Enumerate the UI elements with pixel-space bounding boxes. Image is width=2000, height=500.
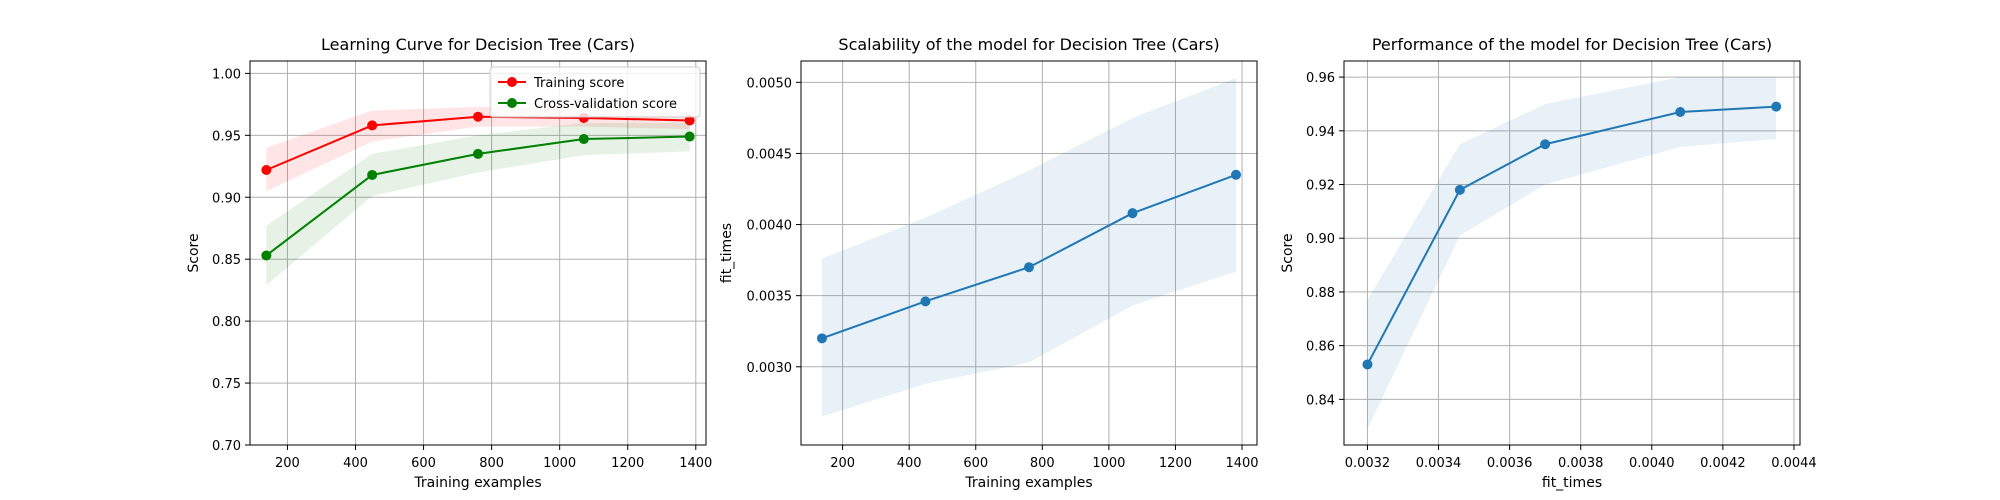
data-point [684, 131, 695, 142]
ticks: 200 400 600 800 1000 1200 1400 0.0030 0.0035 0.00… [747, 76, 1259, 471]
data-point [261, 165, 272, 176]
y-axis-label: Score [1280, 233, 1296, 272]
y-tick-label: 0.0030 [747, 361, 793, 376]
data-point [261, 250, 272, 261]
x-tick-label: 800 [479, 456, 504, 471]
x-tick-label: 0.0040 [1629, 456, 1675, 471]
y-tick-label: 0.0045 [747, 147, 793, 162]
data-point [1454, 184, 1465, 195]
legend-label: Cross-validation score [534, 97, 677, 112]
y-tick-label: 0.95 [212, 129, 241, 144]
y-tick-label: 0.90 [212, 191, 241, 206]
confidence-band [1367, 77, 1777, 429]
x-tick-label: 1400 [1225, 456, 1258, 471]
y-tick-label: 0.92 [1306, 179, 1335, 194]
chart-title: Learning Curve for Decision Tree (Cars) [321, 35, 635, 54]
axes-frame [249, 60, 707, 446]
y-tick-label: 0.88 [1306, 286, 1335, 301]
chart-3: 0.0032 0.0034 0.0036 0.0038 0.0040 0.0042 0.00… [1280, 35, 1817, 491]
x-tick-label: 0.0038 [1558, 456, 1604, 471]
chart-title: Performance of the model for Decision Tr… [1372, 35, 1772, 54]
x-axis-label: fit_times [1542, 475, 1602, 491]
legend-marker [507, 77, 517, 87]
x-tick-label: 1000 [543, 456, 576, 471]
x-tick-label: 400 [343, 456, 368, 471]
data-point [1540, 139, 1551, 150]
grid [801, 61, 1257, 445]
ticks: 0.0032 0.0034 0.0036 0.0038 0.0040 0.0042 0.00… [1306, 71, 1817, 471]
data-point [816, 333, 827, 344]
y-tick-label: 0.0040 [747, 219, 793, 234]
ticks: 200 400 600 800 1000 1200 1400 0.70 0.75 0.80 0.85… [212, 67, 712, 471]
y-tick-label: 0.90 [1306, 232, 1335, 247]
y-tick-label: 0.96 [1306, 71, 1335, 86]
data-point [1024, 262, 1034, 273]
x-tick-label: 1200 [1159, 456, 1192, 471]
legend-marker [507, 98, 517, 108]
x-tick-label: 600 [963, 456, 988, 471]
confidence-band [821, 78, 1237, 417]
series-2 [261, 122, 695, 286]
x-axis-label: Training examples [413, 475, 541, 491]
data-point [1231, 169, 1242, 180]
data-point [920, 296, 931, 307]
x-tick-label: 1400 [679, 456, 712, 471]
data-point [367, 120, 378, 131]
y-tick-label: 1.00 [212, 67, 241, 82]
y-tick-label: 0.0035 [747, 290, 793, 305]
x-tick-label: 600 [411, 456, 436, 471]
y-tick-label: 0.80 [212, 315, 241, 330]
data-point [1362, 359, 1373, 370]
y-tick-label: 0.70 [212, 439, 241, 454]
x-tick-label: 0.0034 [1416, 456, 1462, 471]
chart-2: 200 400 600 800 1000 1200 1400 0.0030 0.0035 0.00… [719, 35, 1259, 491]
y-tick-label: 0.94 [1306, 125, 1335, 140]
y-tick-label: 0.86 [1306, 340, 1335, 355]
y-tick-label: 0.0050 [747, 76, 793, 91]
series-1 [1362, 77, 1782, 429]
x-tick-label: 400 [897, 456, 922, 471]
x-tick-label: 200 [275, 456, 300, 471]
legend-label: Training score [533, 76, 624, 91]
x-tick-label: 200 [830, 456, 855, 471]
grid [1344, 61, 1800, 445]
chart-title: Scalability of the model for Decision Tr… [838, 35, 1219, 54]
data-point [1675, 107, 1686, 118]
x-tick-label: 0.0042 [1700, 456, 1746, 471]
y-tick-label: 0.85 [212, 253, 241, 268]
data-point [1771, 101, 1782, 112]
series-1 [261, 106, 695, 192]
data-point [473, 111, 483, 122]
x-axis-label: Training examples [964, 475, 1092, 491]
x-tick-label: 1000 [1092, 456, 1125, 471]
y-axis-label: Score [186, 233, 202, 272]
y-axis-label: fit_times [719, 223, 735, 283]
x-tick-label: 1200 [611, 456, 644, 471]
y-tick-label: 0.84 [1306, 393, 1335, 408]
data-point [1127, 208, 1138, 219]
y-tick-label: 0.75 [212, 377, 241, 392]
x-tick-label: 0.0032 [1345, 456, 1391, 471]
data-point [473, 148, 483, 159]
axes-frame [800, 60, 1258, 446]
x-tick-label: 0.0044 [1771, 456, 1817, 471]
chart-1: 200 400 600 800 1000 1200 1400 0.70 0.75 0.80 0.85… [186, 35, 712, 491]
x-tick-label: 800 [1030, 456, 1055, 471]
legend: Training score Cross-validation score [489, 66, 701, 118]
data-point [367, 169, 378, 180]
confidence-band [266, 122, 690, 286]
data-point [684, 115, 695, 126]
legend-box [489, 66, 701, 118]
axes-frame [1343, 60, 1801, 446]
series-1 [816, 78, 1242, 417]
x-tick-label: 0.0036 [1487, 456, 1533, 471]
data-point [578, 134, 589, 145]
